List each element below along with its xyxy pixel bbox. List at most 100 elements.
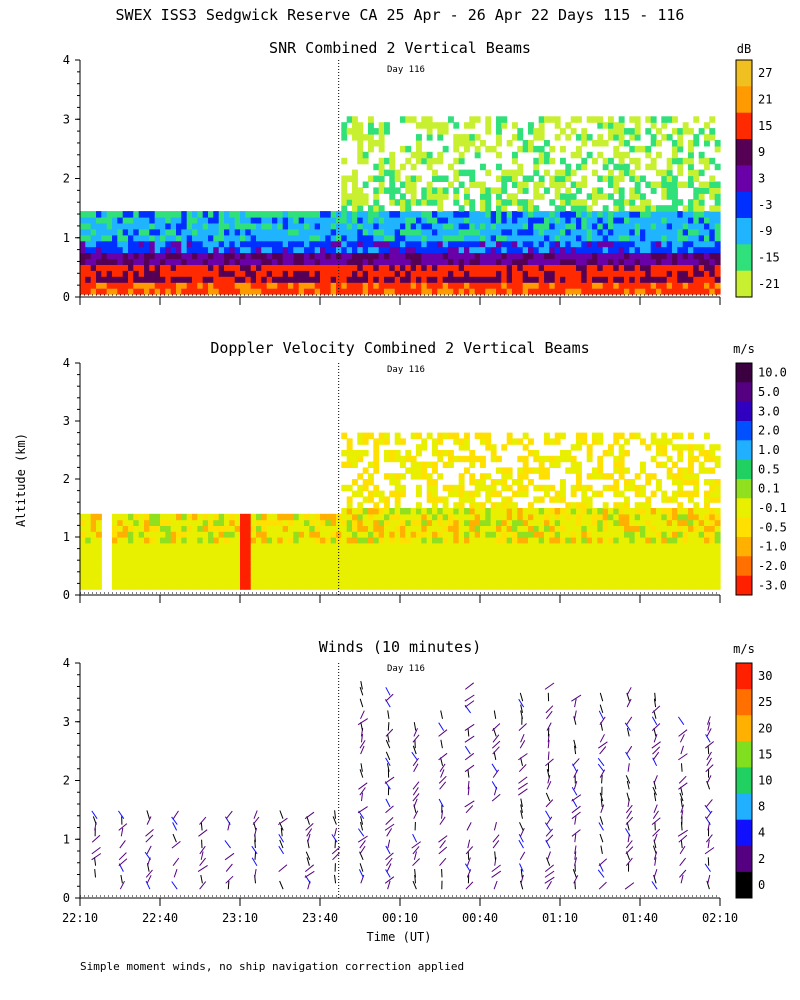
heat-cell bbox=[469, 537, 476, 544]
heat-cell bbox=[261, 217, 268, 224]
heat-cell bbox=[464, 193, 470, 200]
heat-cell bbox=[325, 228, 332, 236]
heat-cell bbox=[464, 264, 470, 271]
heat-cell bbox=[512, 508, 518, 515]
heat-cell bbox=[170, 513, 177, 521]
heat-cell bbox=[160, 276, 166, 283]
wind-barb bbox=[145, 869, 153, 878]
heat-cell bbox=[213, 542, 220, 550]
heat-cell bbox=[421, 513, 428, 521]
heat-cell bbox=[560, 128, 566, 135]
heat-cell bbox=[565, 542, 572, 550]
heat-cell bbox=[645, 566, 652, 573]
heat-cell bbox=[544, 288, 550, 295]
heat-cell bbox=[645, 211, 652, 218]
heat-cell bbox=[357, 525, 364, 532]
heat-cell bbox=[432, 234, 438, 242]
heat-cell bbox=[688, 140, 694, 147]
heat-cell bbox=[533, 450, 540, 457]
heat-cell bbox=[144, 264, 150, 271]
heat-cell bbox=[576, 473, 582, 480]
heat-cell bbox=[634, 234, 641, 242]
colorbar-swatch bbox=[736, 517, 752, 538]
heat-cell bbox=[421, 211, 428, 218]
heat-cell bbox=[416, 508, 422, 515]
heat-cell bbox=[469, 461, 476, 468]
heat-cell bbox=[618, 450, 625, 457]
heat-cell bbox=[346, 455, 353, 463]
wind-barb bbox=[199, 816, 207, 825]
heat-cell bbox=[378, 169, 385, 177]
heat-cell bbox=[597, 571, 604, 579]
heat-cell bbox=[346, 542, 353, 550]
heat-cell bbox=[656, 566, 662, 573]
heat-cell bbox=[693, 187, 700, 194]
heat-cell bbox=[538, 175, 545, 182]
heat-cell bbox=[506, 583, 513, 590]
heat-cell bbox=[378, 577, 385, 584]
colorbar-label: -15 bbox=[758, 251, 780, 265]
heat-cell bbox=[197, 537, 204, 544]
heat-cell bbox=[565, 175, 572, 182]
heat-cell bbox=[106, 258, 113, 265]
heat-cell bbox=[581, 228, 588, 236]
heat-cell bbox=[709, 270, 716, 277]
heat-cell bbox=[581, 240, 588, 248]
heat-cell bbox=[320, 519, 326, 526]
heat-cell bbox=[597, 217, 604, 224]
heat-cell bbox=[341, 282, 348, 289]
heat-cell bbox=[389, 151, 396, 159]
heat-cell bbox=[613, 455, 620, 463]
heat-cell bbox=[181, 554, 188, 561]
heat-cell bbox=[426, 246, 433, 254]
heat-cell bbox=[298, 566, 305, 573]
heat-cell bbox=[512, 240, 518, 248]
heat-cell bbox=[501, 542, 508, 550]
heat-cell bbox=[453, 282, 460, 289]
heat-cell bbox=[138, 583, 145, 590]
heat-cell bbox=[314, 217, 321, 224]
heat-cell bbox=[112, 240, 118, 248]
heat-cell bbox=[602, 228, 609, 236]
heat-cell bbox=[293, 228, 300, 236]
heat-cell bbox=[698, 531, 705, 538]
heat-cell bbox=[245, 542, 252, 550]
heat-cell bbox=[362, 519, 369, 526]
heat-cell bbox=[714, 444, 721, 451]
heat-cell bbox=[426, 537, 433, 544]
heat-cell bbox=[672, 537, 678, 544]
colorbar-swatch bbox=[736, 218, 752, 245]
heat-cell bbox=[341, 432, 348, 439]
heat-cell bbox=[277, 525, 284, 532]
heat-cell bbox=[533, 169, 540, 177]
heat-cell bbox=[96, 531, 102, 538]
heat-cell bbox=[384, 548, 390, 555]
heat-cell bbox=[410, 508, 417, 515]
heat-cell bbox=[522, 264, 529, 271]
heat-cell bbox=[373, 554, 380, 561]
heat-cell bbox=[213, 537, 220, 544]
heat-cell bbox=[597, 258, 604, 265]
heat-cell bbox=[650, 246, 657, 254]
heat-cell bbox=[400, 228, 406, 236]
heat-cell bbox=[384, 519, 390, 526]
heat-cell bbox=[592, 548, 598, 555]
heat-cell bbox=[405, 288, 412, 295]
heat-cell bbox=[576, 577, 582, 584]
heat-cell bbox=[538, 531, 545, 538]
heat-cell bbox=[512, 519, 518, 526]
heat-cell bbox=[314, 583, 321, 590]
heat-cell bbox=[240, 525, 246, 532]
heat-cell bbox=[373, 490, 380, 497]
heat-cell bbox=[405, 264, 412, 271]
heat-cell bbox=[213, 571, 220, 579]
heat-cell bbox=[480, 228, 486, 236]
heat-cell bbox=[677, 432, 684, 439]
heat-cell bbox=[128, 560, 134, 567]
heat-cell bbox=[400, 519, 406, 526]
wind-barb bbox=[173, 869, 178, 878]
heat-cell bbox=[213, 228, 220, 236]
heat-cell bbox=[304, 240, 310, 248]
heat-cell bbox=[218, 577, 225, 584]
heat-cell bbox=[709, 455, 716, 463]
